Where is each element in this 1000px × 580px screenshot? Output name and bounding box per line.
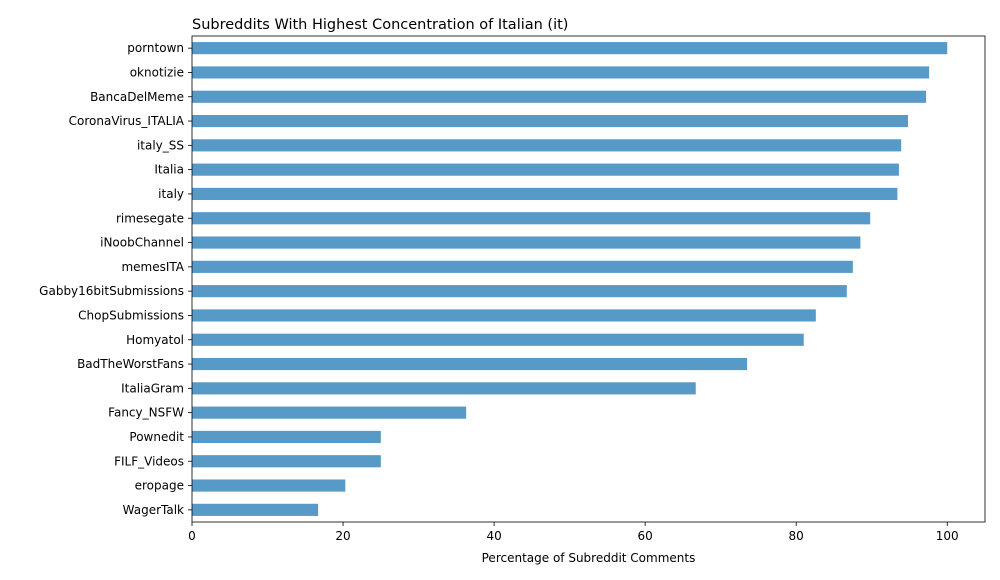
- y-tick-label: ChopSubmissions: [78, 308, 184, 322]
- y-tick-label: memesITA: [121, 260, 184, 274]
- x-tick-label: 100: [936, 529, 959, 543]
- y-tick-label: Pownedit: [129, 430, 184, 444]
- x-axis-ticks: 0 20 40 60 80 100: [188, 522, 959, 543]
- bar: [192, 163, 899, 176]
- y-tick-label: FILF_Videos: [114, 454, 184, 468]
- y-tick-label: CoronaVirus_ITALIA: [69, 114, 185, 128]
- y-tick-label: Gabby16bitSubmissions: [39, 284, 184, 298]
- plot-frame: [191, 35, 986, 523]
- bars-group: [192, 42, 948, 516]
- bar: [192, 90, 927, 103]
- y-tick-label: Homyatol: [126, 333, 184, 347]
- x-tick-label: 20: [335, 529, 350, 543]
- y-tick-label: rimesegate: [116, 211, 184, 225]
- bar: [192, 260, 853, 273]
- bar: [192, 42, 948, 55]
- y-tick-label: italy_SS: [137, 138, 184, 152]
- y-tick-label: ItaliaGram: [121, 381, 184, 395]
- y-tick-label: Italia: [154, 163, 184, 177]
- bar: [192, 309, 816, 322]
- bar: [192, 114, 908, 128]
- y-tick-label: italy: [158, 187, 184, 201]
- y-tick-label: Fancy_NSFW: [108, 406, 184, 420]
- bar: [192, 187, 898, 201]
- bar: [192, 139, 902, 152]
- y-tick-label: BadTheWorstFans: [77, 357, 184, 371]
- y-axis-ticks: porntown oknotizie BancaDelMeme CoronaVirus…: [39, 41, 192, 517]
- y-tick-label: porntown: [127, 41, 184, 55]
- bar: [192, 430, 381, 444]
- bar: [192, 285, 847, 298]
- bar: [192, 333, 804, 346]
- bar: [192, 406, 467, 419]
- bar: [192, 212, 871, 225]
- bar: [192, 455, 381, 468]
- bar: [192, 236, 861, 249]
- bar: [192, 479, 346, 492]
- x-tick-label: 60: [638, 529, 653, 543]
- bar: [192, 66, 930, 79]
- bar: [192, 357, 748, 371]
- x-tick-label: 80: [789, 529, 804, 543]
- x-tick-label: 0: [188, 529, 196, 543]
- y-tick-label: WagerTalk: [123, 503, 184, 517]
- x-tick-label: 40: [486, 529, 501, 543]
- y-tick-label: iNoobChannel: [100, 236, 184, 250]
- bar: [192, 382, 696, 395]
- x-axis-label: Percentage of Subreddit Comments: [482, 551, 696, 565]
- y-tick-label: BancaDelMeme: [90, 90, 184, 104]
- chart-title: Subreddits With Highest Concentration of…: [192, 17, 568, 33]
- y-tick-label: eropage: [135, 479, 184, 493]
- y-tick-label: oknotizie: [130, 65, 184, 79]
- bar: [192, 503, 319, 516]
